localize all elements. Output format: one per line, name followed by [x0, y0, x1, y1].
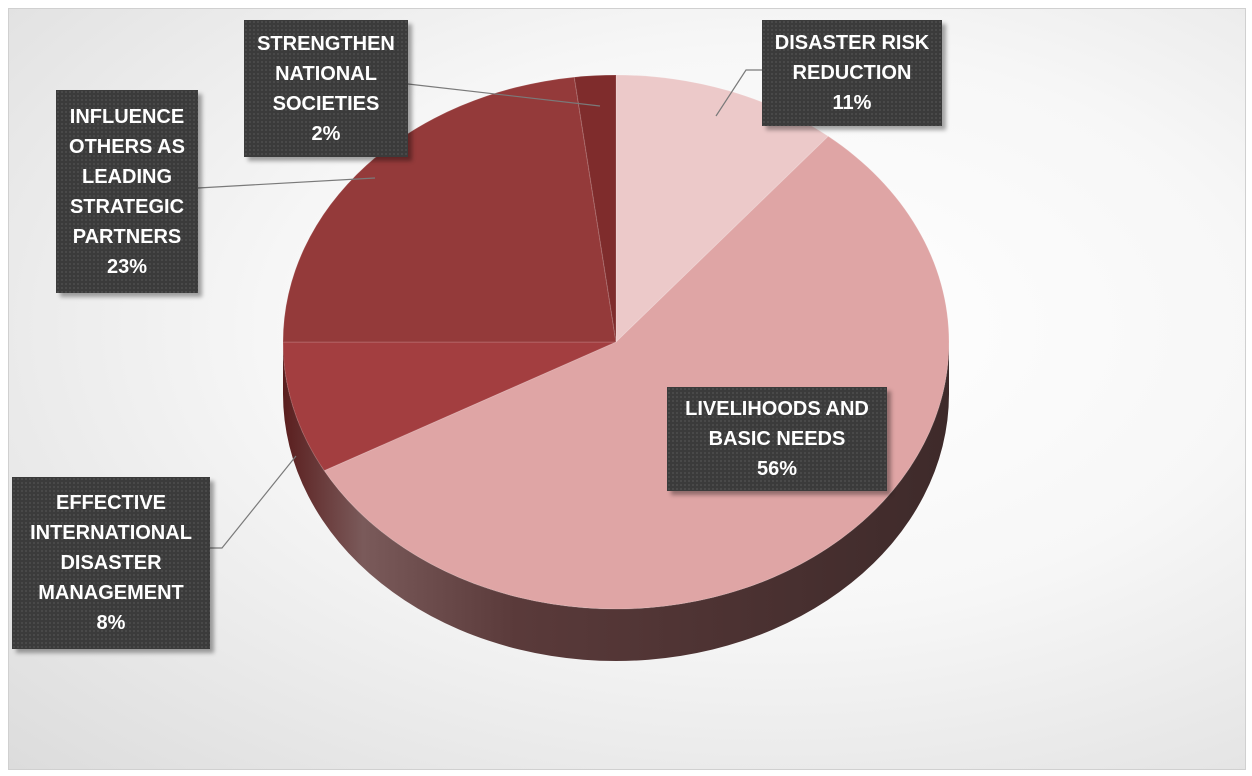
slice-label-line: INFLUENCE [69, 105, 185, 128]
leader-line-2 [210, 455, 297, 549]
pie-slice-2 [282, 341, 617, 472]
pie-side [283, 342, 949, 661]
slice-value-label: 8% [96, 612, 126, 634]
slice-label-line: PARTNERS [72, 225, 182, 248]
slice-label-0: DISASTER RISK REDUCTION 11% [762, 20, 942, 126]
slice-label-line: STRATEGIC [69, 195, 185, 218]
slice-label-line: LEADING [82, 165, 172, 188]
slice-label-2: EFFECTIVE INTERNATIONAL DISASTER MANAGEMENT… [12, 477, 210, 649]
slice-value-label: 2% [311, 122, 341, 145]
slice-label-line: INTERNATIONAL [30, 522, 192, 544]
slice-label-line: EFFECTIVE [55, 492, 166, 514]
slice-label-line: DISASTER [60, 552, 162, 574]
slice-label-line: BASIC NEEDS [708, 428, 846, 450]
slice-label-line: MANAGEMENT [38, 582, 184, 604]
leader-lines [197, 69, 762, 549]
slice-label-line: SOCIETIES [272, 92, 380, 115]
leader-line-4 [407, 83, 601, 107]
pie-slice-3 [282, 76, 617, 343]
slice-label-1: LIVELIHOODS AND BASIC NEEDS 56% [667, 387, 887, 491]
slice-label-3: INFLUENCE OTHERS AS LEADING STRATEGIC PARTNE… [56, 90, 198, 293]
slice-label-line: STRENGTHEN [257, 32, 395, 55]
pie-side-wall [283, 342, 949, 661]
slice-label-line: OTHERS AS [69, 135, 185, 158]
leader-line-3 [197, 177, 376, 189]
slice-label-line: NATIONAL [275, 62, 377, 85]
slice-label-line: DISASTER RISK [774, 32, 930, 54]
pie-slice-0 [615, 74, 830, 344]
pie-slice-4 [573, 74, 617, 343]
slice-label-4: STRENGTHEN NATIONAL SOCIETIES 2% [244, 20, 408, 157]
slice-label-line: REDUCTION [792, 62, 912, 84]
slice-value-label: 56% [756, 458, 798, 480]
slice-value-label: 11% [832, 92, 872, 114]
leader-line-0 [715, 69, 762, 117]
slice-label-line: LIVELIHOODS AND [685, 398, 869, 420]
slice-value-label: 23% [106, 255, 148, 278]
